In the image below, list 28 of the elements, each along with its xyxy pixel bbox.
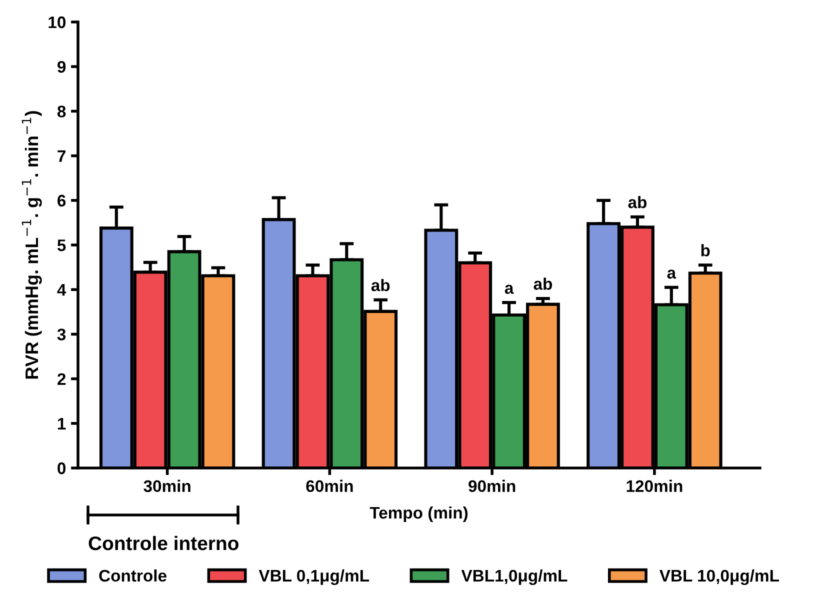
x-tick-label: 90min (468, 480, 516, 492)
y-tick-label: 9 (58, 61, 66, 73)
legend-label: Controle (99, 569, 166, 582)
y-tick-label: 7 (58, 150, 66, 162)
y-axis-title: RVR (mmHg. mL$^{−1}$. g$^{−1}$. min$^{−1}$) (22, 111, 42, 379)
data-label: ab (628, 196, 647, 208)
x-tick-label: 60min (306, 480, 353, 492)
data-label: b (701, 244, 710, 256)
y-tick-label: 1 (58, 418, 66, 430)
y-tick-label: 3 (57, 328, 66, 340)
text: Controle interno (88, 536, 238, 550)
y-tick-label: 10 (48, 16, 66, 28)
y-tick-label: 8 (57, 106, 66, 118)
y-tick-label: 4 (57, 284, 66, 296)
data-label: a (504, 284, 514, 294)
legend-label: VBL1,0μg/mL (461, 569, 568, 585)
x-tick-label: 120min (626, 480, 682, 492)
data-label: ab (371, 278, 390, 292)
y-tick-label: 2 (58, 373, 66, 385)
data-label: a (667, 270, 676, 279)
legend-label: VBL 0,1μg/mL (258, 569, 370, 585)
y-tick-label: 0 (58, 462, 66, 474)
x-axis-title: Tempo (min) (370, 506, 468, 522)
y-tick-label: 5 (57, 240, 66, 252)
y-tick-label: 6 (58, 194, 66, 207)
legend-label: VBL 10,0μg/mL (659, 569, 779, 585)
x-tick-label: 30min (144, 480, 190, 492)
data-label: ab (534, 278, 552, 290)
